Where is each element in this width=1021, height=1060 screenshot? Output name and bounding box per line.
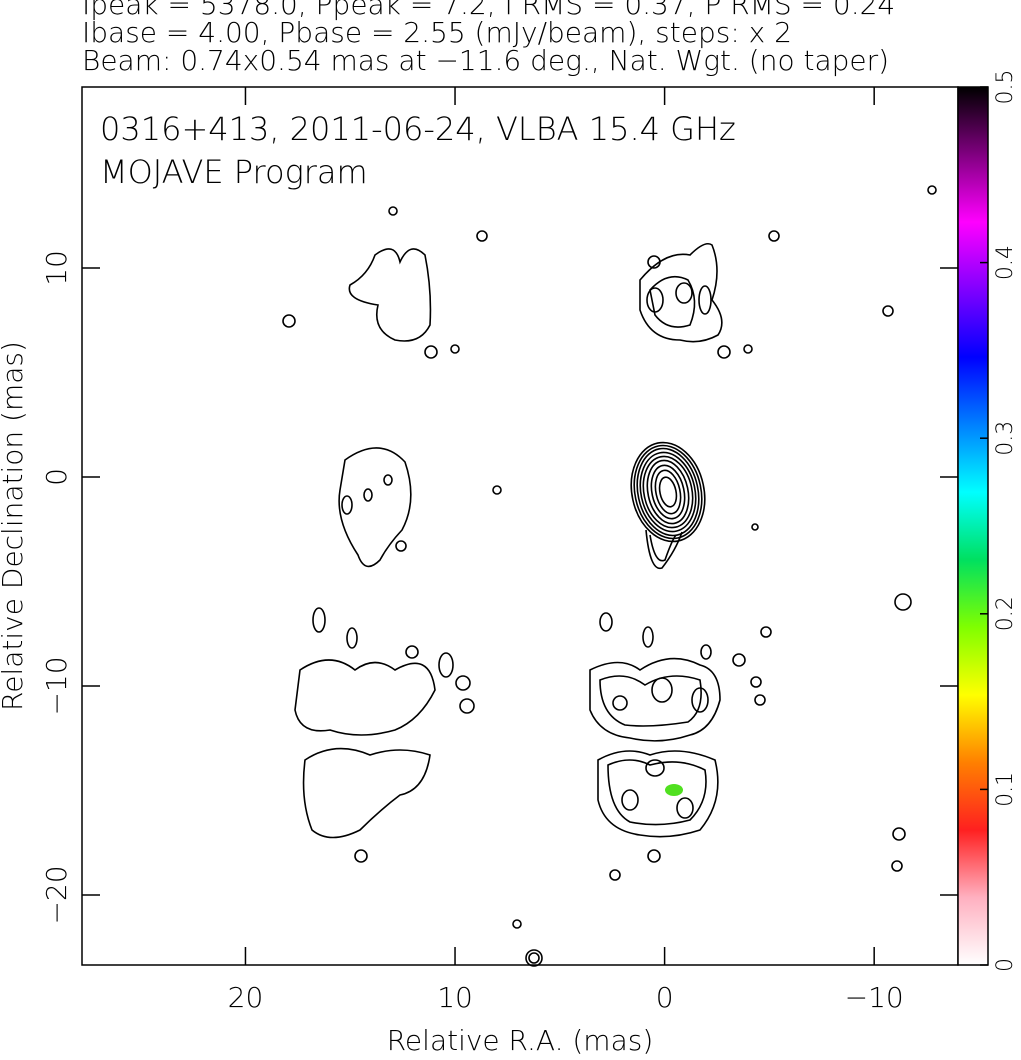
colorbar xyxy=(957,86,989,966)
x-tick-label: 10 xyxy=(437,981,473,1014)
chart-subtitle: MOJAVE Program xyxy=(100,153,368,191)
colorbar-tick-label: 0.5 xyxy=(993,70,1018,105)
plot-frame xyxy=(81,86,959,966)
header-line: Beam: 0.74x0.54 mas at −11.6 deg., Nat. … xyxy=(82,44,889,77)
colorbar-tick-label: 0.3 xyxy=(993,421,1018,456)
x-tick-label: 20 xyxy=(228,981,264,1014)
colorbar-tick-label: 0.1 xyxy=(993,772,1018,807)
colorbar-tick-label: 0.4 xyxy=(993,245,1018,280)
header-line: Ibase = 4.00, Pbase = 2.55 (mJy/beam), s… xyxy=(82,16,792,49)
contours xyxy=(282,185,937,967)
y-tick-label: 0 xyxy=(40,468,73,486)
y-tick-label: −10 xyxy=(40,656,73,715)
x-axis-label: Relative R.A. (mas) xyxy=(387,1024,654,1057)
y-tick-label: 10 xyxy=(40,250,73,286)
x-tick-label: −10 xyxy=(845,981,904,1014)
chart-title: 0316+413, 2011-06-24, VLBA 15.4 GHz xyxy=(100,110,736,148)
y-axis-label: Relative Declination (mas) xyxy=(0,341,29,711)
colorbar-tick-label: 0.2 xyxy=(993,596,1018,631)
header-line: Ipeak = 5378.0, Ppeak = 7.2, I RMS = 0.3… xyxy=(82,0,895,21)
x-tick-label: 0 xyxy=(656,981,674,1014)
y-tick-label: −20 xyxy=(40,865,73,924)
polarization-spot xyxy=(665,784,683,796)
colorbar-tick-label: 0 xyxy=(993,958,1018,972)
